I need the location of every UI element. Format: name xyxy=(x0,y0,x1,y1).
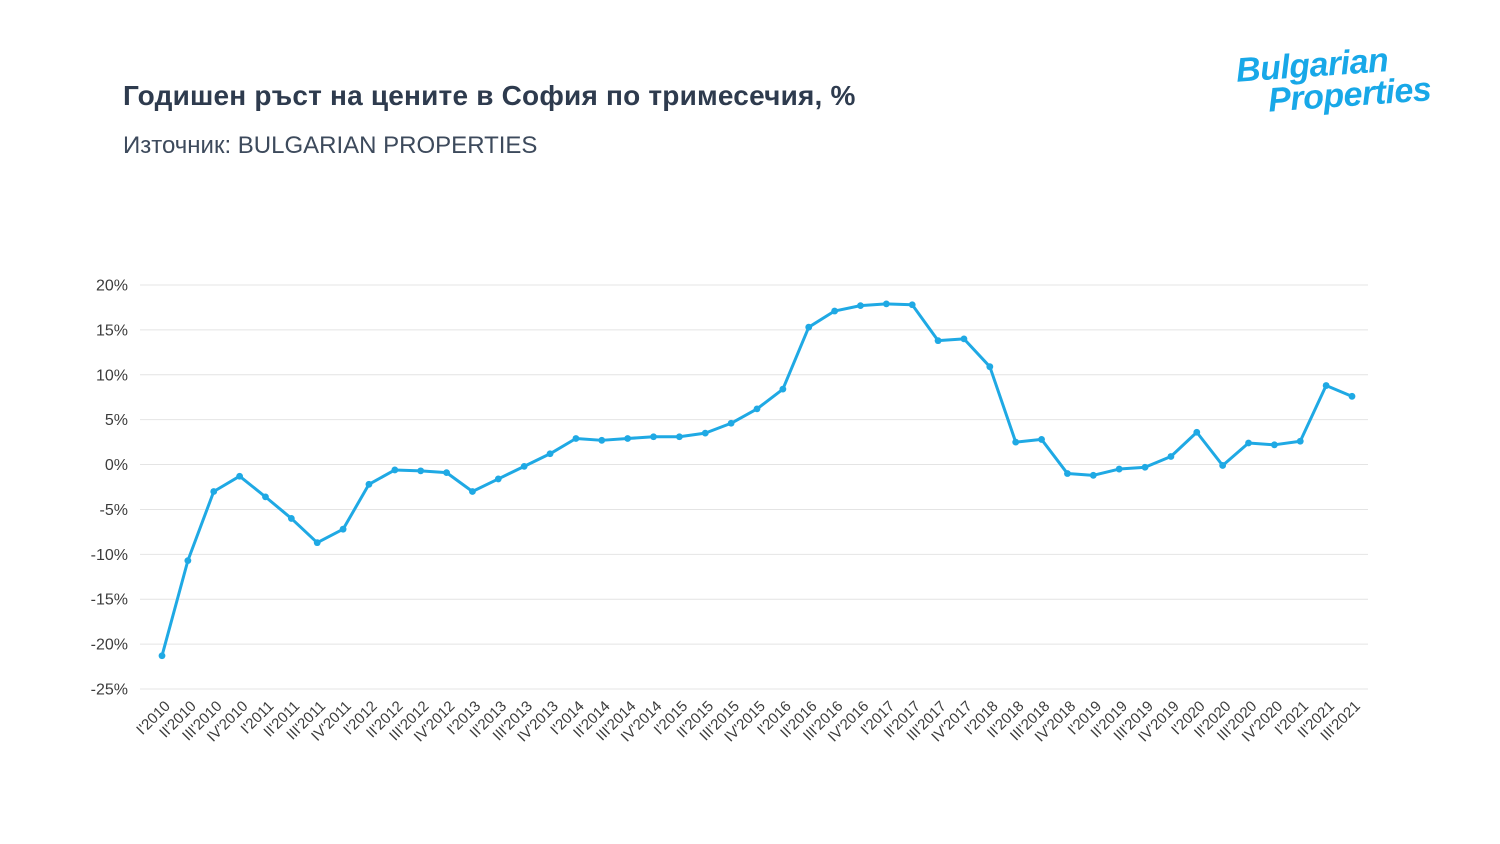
data-point xyxy=(313,539,321,547)
data-point xyxy=(287,515,295,522)
data-point xyxy=(1115,465,1123,473)
data-point xyxy=(236,472,244,480)
y-tick-label: 20% xyxy=(96,278,128,295)
data-point xyxy=(882,300,890,308)
data-point xyxy=(1296,437,1304,445)
data-point xyxy=(210,488,218,495)
y-tick-label: 10% xyxy=(96,367,128,384)
y-tick-label: 5% xyxy=(105,412,128,429)
data-point xyxy=(753,405,761,413)
data-point xyxy=(779,385,787,393)
data-point xyxy=(184,557,192,565)
chart-source: Източник: BULGARIAN PROPERTIES xyxy=(123,132,538,159)
data-point xyxy=(262,493,269,501)
data-line xyxy=(160,302,1354,658)
data-point xyxy=(650,433,657,441)
data-point xyxy=(598,436,606,444)
data-point xyxy=(1012,438,1020,446)
data-point xyxy=(1141,463,1149,471)
y-tick-label: -25% xyxy=(91,682,128,699)
line-chart: 20% 15% 10% 5% 0% -5% -10% -15% -20% -25% I'2010 II… xyxy=(0,228,1500,828)
logo-line-2: Properties xyxy=(1266,70,1433,120)
data-point xyxy=(727,419,735,427)
data-point xyxy=(701,429,709,437)
data-point xyxy=(831,307,839,315)
y-tick-label: -10% xyxy=(91,547,128,564)
data-point xyxy=(546,450,554,458)
data-point xyxy=(469,488,476,495)
data-point xyxy=(675,433,683,441)
y-tick-label: 15% xyxy=(96,322,128,339)
data-point xyxy=(339,525,347,533)
data-point xyxy=(572,435,580,442)
data-point xyxy=(1064,470,1071,477)
data-point xyxy=(417,467,425,475)
y-tick-label: 0% xyxy=(105,457,128,474)
data-point xyxy=(443,469,450,477)
data-point xyxy=(1038,436,1045,443)
data-point xyxy=(1167,453,1175,460)
data-point xyxy=(1193,428,1201,436)
data-point xyxy=(1348,392,1356,400)
data-point xyxy=(1245,439,1252,447)
data-point xyxy=(391,466,399,474)
data-point xyxy=(805,323,813,331)
data-point xyxy=(960,335,968,343)
data-point xyxy=(857,302,864,310)
data-point xyxy=(158,652,166,660)
y-tick-label: -15% xyxy=(91,592,128,609)
data-point xyxy=(365,480,373,488)
chart-title: Годишен ръст на цените в София по тримес… xyxy=(123,80,856,111)
header: Годишен ръст на цените в София по тримес… xyxy=(123,80,856,160)
data-point xyxy=(624,435,632,442)
data-point xyxy=(986,363,994,371)
chart-svg: 20%15%10%5%0%-5%-10%-15%-20%-25%I'2010II… xyxy=(91,278,1368,745)
y-tick-label: -20% xyxy=(91,637,128,654)
data-point xyxy=(1089,471,1097,479)
data-point xyxy=(934,337,942,345)
data-point xyxy=(1219,462,1227,469)
data-point xyxy=(520,462,528,470)
bulgarian-properties-logo: Bulgarian Properties xyxy=(1235,41,1433,120)
data-point xyxy=(1270,441,1278,449)
data-point xyxy=(908,301,916,309)
data-point xyxy=(1322,382,1330,389)
data-point xyxy=(494,475,502,483)
y-tick-label: -5% xyxy=(100,502,128,519)
